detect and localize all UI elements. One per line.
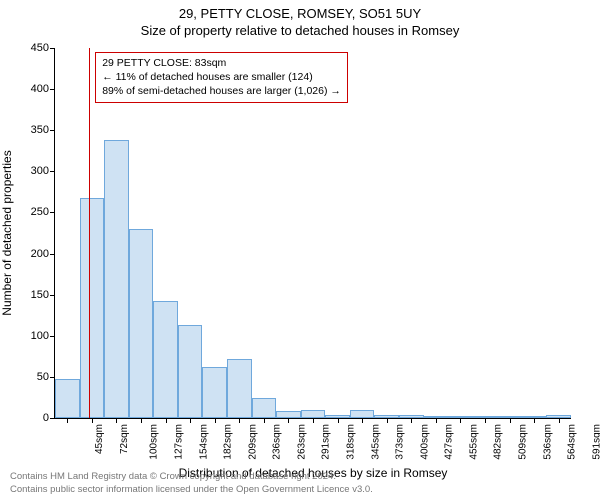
x-tick-mark [338,418,339,423]
x-tick-label: 154sqm [198,424,209,460]
x-tick-label: 45sqm [94,424,105,454]
x-tick-mark [436,418,437,423]
x-tick-mark [510,418,511,423]
x-tick-label: 318sqm [346,424,357,460]
histogram-bar [153,301,178,418]
y-tick-mark [50,130,55,131]
marker-line [89,48,90,418]
y-tick-label: 300 [13,165,49,177]
histogram-bar [301,410,326,418]
x-tick-label: 291sqm [321,424,332,460]
y-tick-label: 400 [13,83,49,95]
page-title-subtitle: Size of property relative to detached ho… [0,21,600,38]
x-tick-label: 427sqm [444,424,455,460]
x-tick-label: 236sqm [272,424,283,460]
x-tick-label: 263sqm [296,424,307,460]
x-tick-mark [166,418,167,423]
y-tick-label: 250 [13,206,49,218]
histogram-chart: Number of detached properties Distributi… [54,48,571,419]
x-tick-mark [313,418,314,423]
x-tick-label: 536sqm [542,424,553,460]
x-tick-mark [116,418,117,423]
y-tick-label: 100 [13,330,49,342]
x-tick-label: 455sqm [468,424,479,460]
y-tick-mark [50,48,55,49]
x-tick-mark [239,418,240,423]
histogram-bar [202,367,227,418]
annotation-line-3: 89% of semi-detached houses are larger (… [102,84,341,98]
x-tick-label: 591sqm [591,424,600,460]
x-tick-mark [460,418,461,423]
x-tick-mark [411,418,412,423]
page-title-address: 29, PETTY CLOSE, ROMSEY, SO51 5UY [0,0,600,21]
x-tick-label: 482sqm [493,424,504,460]
histogram-bar [104,140,129,418]
y-tick-label: 350 [13,124,49,136]
y-tick-label: 0 [13,412,49,424]
annotation-box: 29 PETTY CLOSE: 83sqm← 11% of detached h… [95,52,348,103]
x-tick-mark [141,418,142,423]
x-tick-mark [190,418,191,423]
x-tick-label: 72sqm [119,424,130,454]
x-tick-label: 182sqm [223,424,234,460]
footer-line-1: Contains HM Land Registry data © Crown c… [10,471,373,483]
y-tick-label: 450 [13,42,49,54]
x-tick-mark [534,418,535,423]
y-tick-mark [50,295,55,296]
y-axis-label: Number of detached properties [0,150,14,315]
x-tick-mark [67,418,68,423]
x-tick-label: 400sqm [419,424,430,460]
x-tick-label: 100sqm [149,424,160,460]
x-tick-mark [92,418,93,423]
x-tick-label: 345sqm [370,424,381,460]
histogram-bar [80,198,105,418]
y-tick-mark [50,212,55,213]
histogram-bar [55,379,80,418]
x-tick-mark [215,418,216,423]
x-tick-mark [362,418,363,423]
y-tick-mark [50,89,55,90]
histogram-bar [129,229,154,418]
y-tick-mark [50,418,55,419]
x-tick-label: 564sqm [567,424,578,460]
y-tick-mark [50,171,55,172]
annotation-line-2: ← 11% of detached houses are smaller (12… [102,70,341,84]
x-tick-label: 127sqm [174,424,185,460]
histogram-bar [350,410,375,418]
x-tick-mark [559,418,560,423]
histogram-bar [227,359,252,418]
x-tick-mark [288,418,289,423]
histogram-bar [252,398,277,418]
y-tick-label: 50 [13,371,49,383]
x-tick-label: 209sqm [247,424,258,460]
y-tick-mark [50,336,55,337]
y-tick-label: 200 [13,248,49,260]
y-tick-mark [50,254,55,255]
x-tick-mark [387,418,388,423]
footer-line-2: Contains public sector information licen… [10,484,373,496]
x-tick-label: 509sqm [518,424,529,460]
footer-attribution: Contains HM Land Registry data © Crown c… [10,471,373,496]
y-tick-label: 150 [13,289,49,301]
annotation-line-1: 29 PETTY CLOSE: 83sqm [102,56,341,70]
x-tick-label: 373sqm [395,424,406,460]
histogram-bar [178,325,203,418]
x-tick-mark [485,418,486,423]
x-tick-mark [264,418,265,423]
